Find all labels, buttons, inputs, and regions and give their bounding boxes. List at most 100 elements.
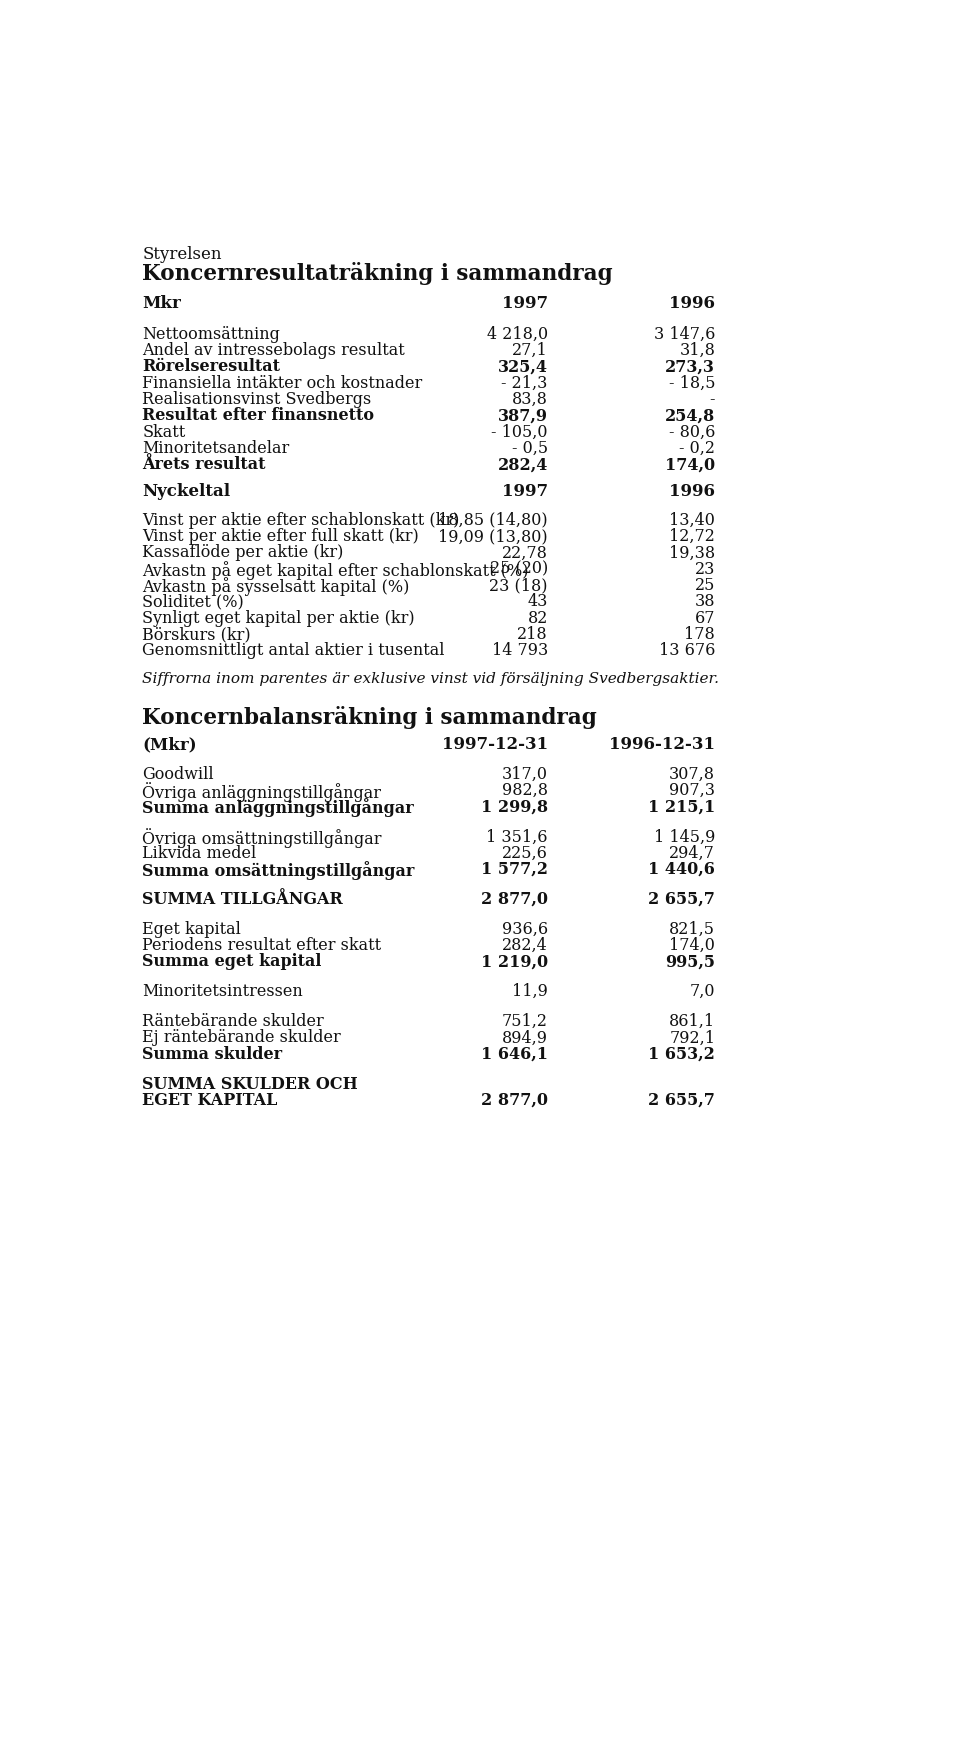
Text: 1 215,1: 1 215,1 bbox=[648, 799, 715, 815]
Text: Räntebärande skulder: Räntebärande skulder bbox=[142, 1013, 324, 1030]
Text: Likvida medel: Likvida medel bbox=[142, 845, 256, 861]
Text: SUMMA TILLGÅNGAR: SUMMA TILLGÅNGAR bbox=[142, 891, 343, 908]
Text: 282,4: 282,4 bbox=[502, 937, 548, 954]
Text: 1 646,1: 1 646,1 bbox=[481, 1046, 548, 1062]
Text: Resultat efter finansnetto: Resultat efter finansnetto bbox=[142, 407, 374, 425]
Text: 254,8: 254,8 bbox=[665, 407, 715, 425]
Text: Avkastn på sysselsatt kapital (%): Avkastn på sysselsatt kapital (%) bbox=[142, 577, 410, 596]
Text: - 18,5: - 18,5 bbox=[669, 374, 715, 392]
Text: SUMMA SKULDER OCH: SUMMA SKULDER OCH bbox=[142, 1076, 358, 1092]
Text: 995,5: 995,5 bbox=[665, 953, 715, 970]
Text: 294,7: 294,7 bbox=[669, 845, 715, 861]
Text: - 105,0: - 105,0 bbox=[492, 423, 548, 441]
Text: Avkastn på eget kapital efter schablonskatt (%): Avkastn på eget kapital efter schablonsk… bbox=[142, 561, 529, 580]
Text: 751,2: 751,2 bbox=[502, 1013, 548, 1030]
Text: 821,5: 821,5 bbox=[669, 921, 715, 938]
Text: 1 653,2: 1 653,2 bbox=[648, 1046, 715, 1062]
Text: 1 145,9: 1 145,9 bbox=[654, 829, 715, 845]
Text: Vinst per aktie efter schablonskatt (kr): Vinst per aktie efter schablonskatt (kr) bbox=[142, 512, 460, 529]
Text: Börskurs (kr): Börskurs (kr) bbox=[142, 626, 251, 642]
Text: 1996: 1996 bbox=[669, 483, 715, 501]
Text: 18,85 (14,80): 18,85 (14,80) bbox=[438, 512, 548, 529]
Text: 19,38: 19,38 bbox=[669, 545, 715, 561]
Text: Goodwill: Goodwill bbox=[142, 766, 214, 783]
Text: Mkr: Mkr bbox=[142, 295, 181, 312]
Text: Ej räntebärande skulder: Ej räntebärande skulder bbox=[142, 1030, 341, 1046]
Text: 1996-12-31: 1996-12-31 bbox=[610, 736, 715, 753]
Text: 25 (20): 25 (20) bbox=[490, 561, 548, 579]
Text: Styrelsen: Styrelsen bbox=[142, 245, 222, 263]
Text: 19,09 (13,80): 19,09 (13,80) bbox=[438, 527, 548, 545]
Text: EGET KAPITAL: EGET KAPITAL bbox=[142, 1092, 277, 1110]
Text: 2 655,7: 2 655,7 bbox=[648, 1092, 715, 1110]
Text: 218: 218 bbox=[517, 626, 548, 642]
Text: Synligt eget kapital per aktie (kr): Synligt eget kapital per aktie (kr) bbox=[142, 610, 415, 626]
Text: Realisationsvinst Svedbergs: Realisationsvinst Svedbergs bbox=[142, 392, 372, 407]
Text: 2 877,0: 2 877,0 bbox=[481, 1092, 548, 1110]
Text: Nyckeltal: Nyckeltal bbox=[142, 483, 230, 501]
Text: 307,8: 307,8 bbox=[669, 766, 715, 783]
Text: Koncernresultaträkning i sammandrag: Koncernresultaträkning i sammandrag bbox=[142, 261, 612, 286]
Text: (Mkr): (Mkr) bbox=[142, 736, 197, 753]
Text: 23 (18): 23 (18) bbox=[490, 577, 548, 594]
Text: - 0,5: - 0,5 bbox=[512, 439, 548, 457]
Text: 13 676: 13 676 bbox=[659, 642, 715, 660]
Text: Rörelseresultat: Rörelseresultat bbox=[142, 358, 280, 376]
Text: Eget kapital: Eget kapital bbox=[142, 921, 241, 938]
Text: Vinst per aktie efter full skatt (kr): Vinst per aktie efter full skatt (kr) bbox=[142, 527, 420, 545]
Text: 31,8: 31,8 bbox=[680, 342, 715, 360]
Text: 12,72: 12,72 bbox=[669, 527, 715, 545]
Text: 792,1: 792,1 bbox=[669, 1030, 715, 1046]
Text: 1997: 1997 bbox=[502, 295, 548, 312]
Text: - 0,2: - 0,2 bbox=[680, 439, 715, 457]
Text: 174,0: 174,0 bbox=[669, 937, 715, 954]
Text: 982,8: 982,8 bbox=[502, 781, 548, 799]
Text: Skatt: Skatt bbox=[142, 423, 185, 441]
Text: 3 147,6: 3 147,6 bbox=[654, 326, 715, 342]
Text: - 21,3: - 21,3 bbox=[501, 374, 548, 392]
Text: Summa anläggningstillgångar: Summa anläggningstillgångar bbox=[142, 799, 414, 817]
Text: Övriga anläggningstillgångar: Övriga anläggningstillgångar bbox=[142, 781, 381, 803]
Text: 22,78: 22,78 bbox=[502, 545, 548, 561]
Text: 38: 38 bbox=[695, 593, 715, 610]
Text: Andel av intressebolags resultat: Andel av intressebolags resultat bbox=[142, 342, 405, 360]
Text: 1997: 1997 bbox=[502, 483, 548, 501]
Text: 67: 67 bbox=[695, 610, 715, 626]
Text: 1996: 1996 bbox=[669, 295, 715, 312]
Text: 14 793: 14 793 bbox=[492, 642, 548, 660]
Text: Årets resultat: Årets resultat bbox=[142, 457, 266, 473]
Text: -: - bbox=[709, 392, 715, 407]
Text: 273,3: 273,3 bbox=[665, 358, 715, 376]
Text: Kassaflöde per aktie (kr): Kassaflöde per aktie (kr) bbox=[142, 545, 344, 561]
Text: 1997-12-31: 1997-12-31 bbox=[442, 736, 548, 753]
Text: 1 219,0: 1 219,0 bbox=[481, 953, 548, 970]
Text: 27,1: 27,1 bbox=[512, 342, 548, 360]
Text: Periodens resultat efter skatt: Periodens resultat efter skatt bbox=[142, 937, 381, 954]
Text: 25: 25 bbox=[695, 577, 715, 594]
Text: 23: 23 bbox=[695, 561, 715, 579]
Text: 2 877,0: 2 877,0 bbox=[481, 891, 548, 908]
Text: 225,6: 225,6 bbox=[502, 845, 548, 861]
Text: 178: 178 bbox=[684, 626, 715, 642]
Text: 894,9: 894,9 bbox=[502, 1030, 548, 1046]
Text: 4 218,0: 4 218,0 bbox=[487, 326, 548, 342]
Text: Finansiella intäkter och kostnader: Finansiella intäkter och kostnader bbox=[142, 374, 422, 392]
Text: 83,8: 83,8 bbox=[512, 392, 548, 407]
Text: 1 299,8: 1 299,8 bbox=[481, 799, 548, 815]
Text: 2 655,7: 2 655,7 bbox=[648, 891, 715, 908]
Text: Soliditet (%): Soliditet (%) bbox=[142, 593, 244, 610]
Text: Nettoomsättning: Nettoomsättning bbox=[142, 326, 280, 342]
Text: 1 351,6: 1 351,6 bbox=[487, 829, 548, 845]
Text: 174,0: 174,0 bbox=[665, 457, 715, 473]
Text: Summa skulder: Summa skulder bbox=[142, 1046, 282, 1062]
Text: - 80,6: - 80,6 bbox=[669, 423, 715, 441]
Text: 11,9: 11,9 bbox=[512, 983, 548, 1000]
Text: Siffrorna inom parentes är exklusive vinst vid försäljning Svedbergsaktier.: Siffrorna inom parentes är exklusive vin… bbox=[142, 672, 719, 686]
Text: 387,9: 387,9 bbox=[498, 407, 548, 425]
Text: Minoritetsintressen: Minoritetsintressen bbox=[142, 983, 303, 1000]
Text: 317,0: 317,0 bbox=[502, 766, 548, 783]
Text: Summa omsättningstillgångar: Summa omsättningstillgångar bbox=[142, 861, 415, 880]
Text: 7,0: 7,0 bbox=[689, 983, 715, 1000]
Text: 861,1: 861,1 bbox=[669, 1013, 715, 1030]
Text: 282,4: 282,4 bbox=[497, 457, 548, 473]
